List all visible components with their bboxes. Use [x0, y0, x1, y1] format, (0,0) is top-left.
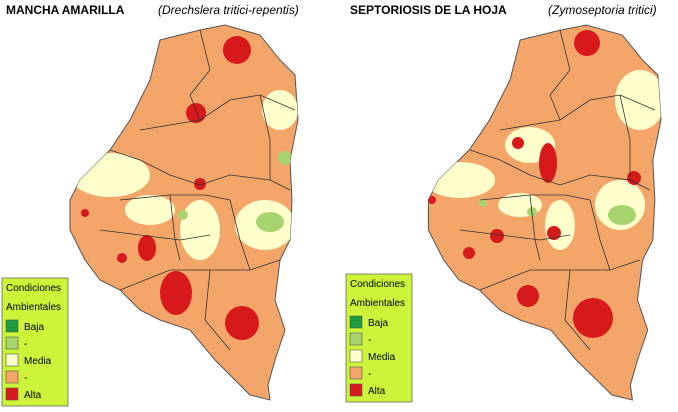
- legend-swatch: [5, 353, 19, 367]
- legend-label: Alta: [368, 386, 386, 397]
- legend-swatch: [5, 370, 19, 384]
- map-title: MANCHA AMARILLA: [6, 3, 125, 17]
- legend-label: Alta: [24, 390, 42, 401]
- legend-swatch: [349, 332, 363, 346]
- map-subtitle: (Zymoseptoria tritici): [548, 3, 657, 17]
- legend-swatch: [5, 336, 19, 350]
- legend-label: Baja: [24, 322, 44, 333]
- legend-swatch: [349, 366, 363, 380]
- legend-label: Media: [368, 352, 396, 363]
- legend-label: Baja: [368, 318, 388, 329]
- legend-label: -: [368, 335, 371, 346]
- map-title: SEPTORIOSIS DE LA HOJA: [350, 3, 507, 17]
- legend-title: Condiciones: [350, 279, 405, 290]
- legend-swatch: [5, 387, 19, 401]
- legend-swatch: [349, 383, 363, 397]
- map-subtitle: (Drechslera tritici-repentis): [158, 3, 299, 17]
- legend-label: Media: [24, 356, 52, 367]
- legend-label: -: [24, 373, 27, 384]
- map-right: [427, 24, 662, 401]
- legend-label: -: [24, 339, 27, 350]
- legends: Condiciones Ambientales Baja - Media - Alta Con…: [1, 273, 413, 407]
- legend-label: -: [368, 369, 371, 380]
- legend-swatch: [349, 315, 363, 329]
- legend-subtitle: Ambientales: [6, 302, 61, 313]
- legend-subtitle: Ambientales: [350, 298, 405, 309]
- legend-title: Condiciones: [6, 283, 61, 294]
- legend-swatch: [349, 349, 363, 363]
- map-left: [69, 24, 299, 401]
- legend-swatch: [5, 319, 19, 333]
